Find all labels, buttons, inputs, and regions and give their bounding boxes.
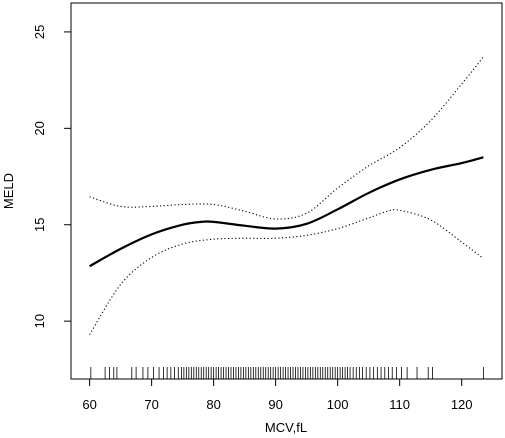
series-lines [89,56,484,335]
x-tick-label: 80 [206,397,220,412]
x-axis-label: MCV,fL [265,420,307,435]
x-tick-label: 120 [451,397,473,412]
rug-marks [90,367,484,379]
y-tick-label: 25 [32,25,47,39]
y-tick-label: 15 [32,218,47,232]
y-axis: 10 15 20 25 [32,25,72,328]
y-tick-label: 20 [32,121,47,135]
x-tick-label: 70 [144,397,158,412]
y-axis-label: MELD [1,173,16,209]
plot-frame [70,2,503,380]
fit-line [89,156,484,268]
ci-upper-line [89,56,484,220]
x-tick-label: 90 [268,397,282,412]
x-tick-label: 60 [82,397,96,412]
y-tick-label: 10 [32,314,47,328]
x-axis: 60 70 80 90 100 110 120 [82,378,473,412]
x-tick-label: 110 [389,397,410,412]
x-tick-label: 100 [327,397,349,412]
